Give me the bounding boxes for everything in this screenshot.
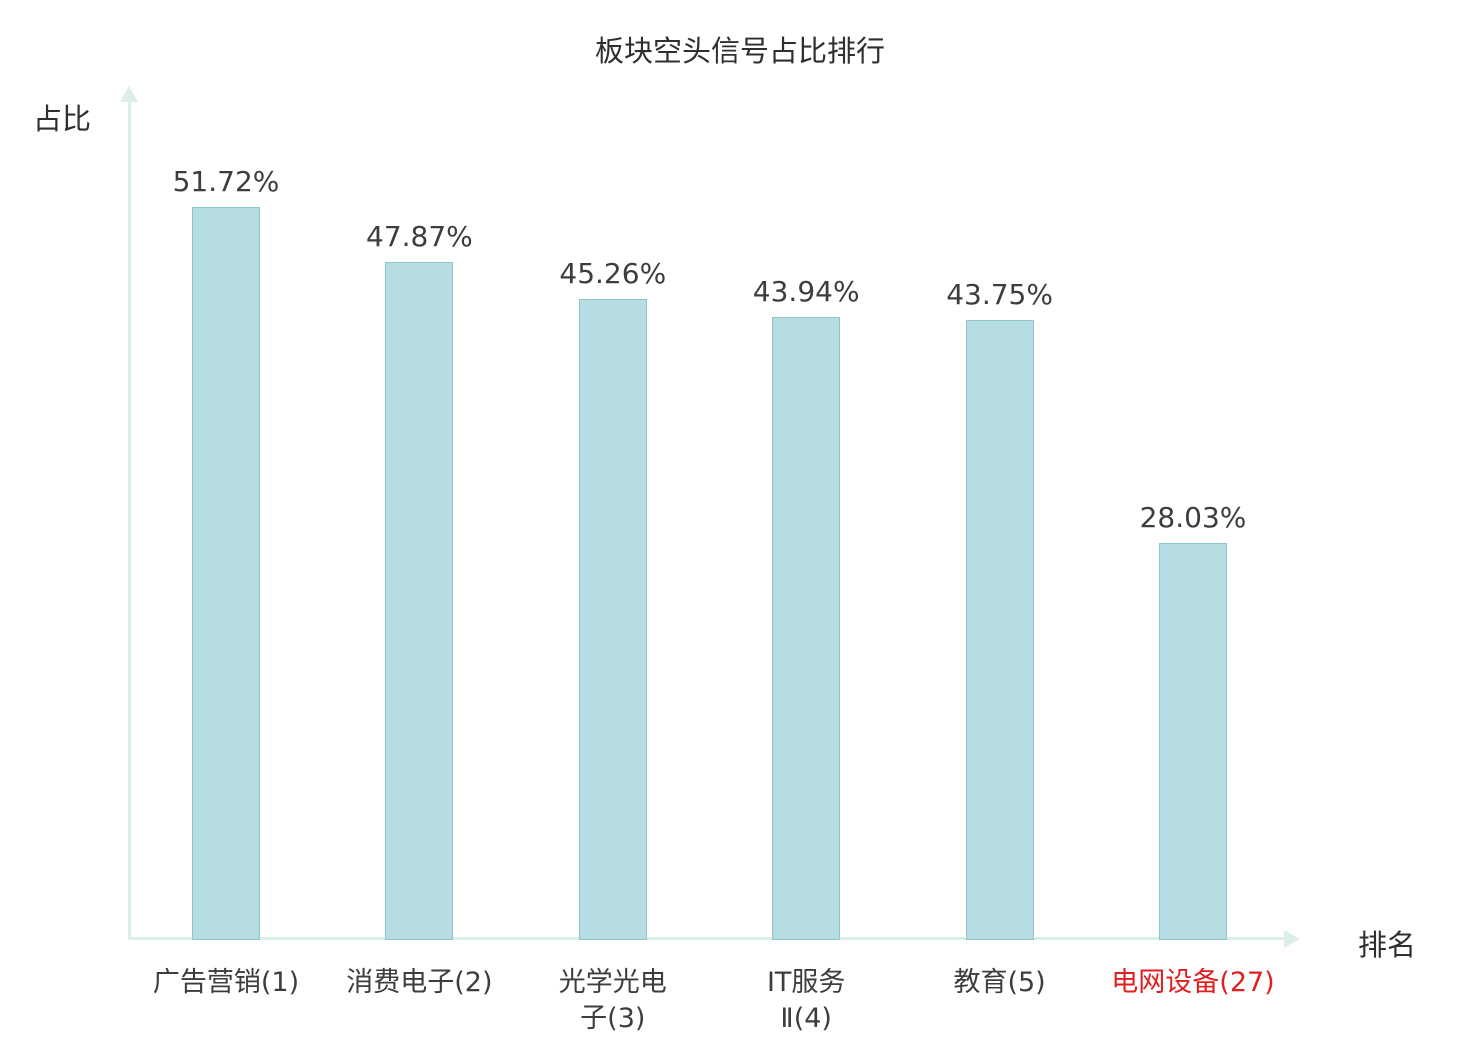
- bar-category-label: IT服务 Ⅱ(4): [766, 967, 846, 1035]
- y-axis-arrow-icon: [120, 86, 138, 102]
- bar-value-label: 47.87%: [366, 220, 473, 253]
- bar-category-label: 消费电子(2): [346, 967, 493, 998]
- bar: [965, 320, 1034, 940]
- bar-value-label: 28.03%: [1139, 501, 1247, 534]
- x-axis-arrow-icon: [1284, 930, 1300, 948]
- bar-category-label: 广告营销(1): [152, 967, 300, 998]
- bar: [385, 262, 454, 940]
- y-axis-line: [128, 100, 131, 940]
- chart-title: 板块空头信号占比排行: [594, 34, 885, 68]
- y-axis-label: 占比: [33, 102, 92, 136]
- bar: [192, 207, 260, 940]
- x-axis-line: [128, 937, 1286, 940]
- bar-value-label: 43.94%: [752, 275, 860, 308]
- bar-category-label: 电网设备(27): [1111, 967, 1275, 998]
- bar-category-label: 教育(5): [953, 967, 1046, 998]
- bar-category-label: 光学光电 子(3): [558, 967, 667, 1035]
- x-axis-label: 排名: [1358, 928, 1417, 962]
- bar-value-label: 43.75%: [946, 278, 1053, 311]
- bar-value-label: 45.26%: [559, 257, 667, 290]
- bar-value-label: 51.72%: [172, 165, 280, 198]
- bar: [772, 317, 841, 940]
- bar: [1159, 543, 1227, 940]
- bar: [578, 299, 647, 940]
